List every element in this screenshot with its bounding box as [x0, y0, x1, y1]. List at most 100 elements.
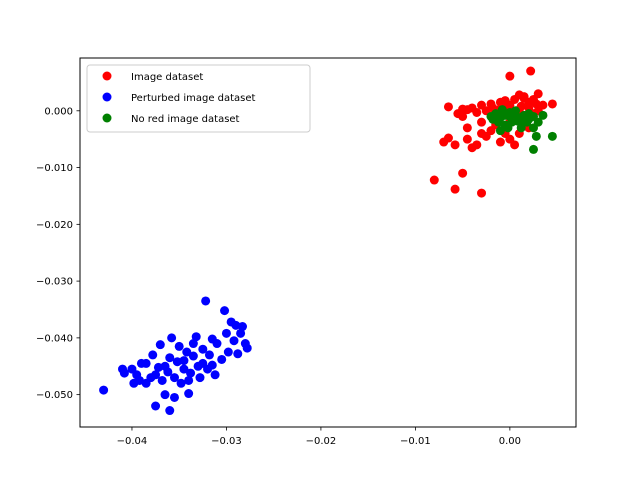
point-perturbed-image-dataset [191, 332, 201, 342]
point-no-red-image-dataset [524, 109, 534, 119]
legend-box [86, 64, 311, 133]
point-perturbed-image-dataset [229, 336, 239, 346]
point-perturbed-image-dataset [198, 344, 208, 354]
legend: Image dataset Perturbed image dataset No… [86, 64, 311, 133]
point-image-dataset [472, 140, 482, 150]
point-perturbed-image-dataset [165, 353, 175, 363]
point-image-dataset [462, 123, 472, 133]
y-tick-label: −0.020 [36, 220, 73, 231]
point-perturbed-image-dataset [236, 328, 246, 338]
point-perturbed-image-dataset [221, 328, 231, 338]
point-perturbed-image-dataset [186, 368, 196, 378]
point-perturbed-image-dataset [132, 370, 142, 380]
point-perturbed-image-dataset [184, 389, 194, 399]
point-perturbed-image-dataset [174, 341, 184, 351]
legend-marker-image-dataset [102, 71, 112, 81]
point-image-dataset [462, 134, 472, 144]
x-tick-label: 0.00 [499, 436, 521, 447]
point-perturbed-image-dataset [99, 385, 109, 395]
x-axis-ticks: −0.04 −0.03 −0.02 −0.01 0.00 [117, 427, 521, 447]
point-perturbed-image-dataset [141, 358, 151, 368]
point-image-dataset [486, 126, 496, 136]
point-perturbed-image-dataset [210, 370, 220, 380]
point-perturbed-image-dataset [207, 360, 217, 370]
point-image-dataset [472, 108, 482, 117]
legend-marker-perturbed-image-dataset [102, 92, 112, 102]
point-image-dataset [531, 99, 541, 109]
x-tick-label: −0.02 [306, 436, 337, 447]
legend-label-no-red-image-dataset: No red image dataset [131, 114, 240, 125]
point-image-dataset [450, 184, 460, 194]
point-perturbed-image-dataset [165, 406, 175, 416]
point-perturbed-image-dataset [242, 343, 252, 353]
point-perturbed-image-dataset [179, 364, 189, 374]
legend-label-image-dataset: Image dataset [131, 72, 203, 83]
point-perturbed-image-dataset [169, 392, 179, 402]
point-image-dataset [450, 140, 460, 150]
point-perturbed-image-dataset [220, 306, 230, 316]
point-perturbed-image-dataset [163, 367, 173, 377]
point-no-red-image-dataset [528, 123, 538, 133]
point-image-dataset [443, 133, 453, 143]
point-perturbed-image-dataset [155, 340, 165, 350]
point-image-dataset [505, 100, 515, 110]
point-image-dataset [547, 99, 557, 109]
point-perturbed-image-dataset [184, 375, 194, 385]
point-image-dataset [477, 117, 487, 127]
point-no-red-image-dataset [516, 123, 526, 133]
point-image-dataset [477, 188, 487, 198]
point-image-dataset [458, 168, 468, 178]
y-tick-label: −0.030 [36, 277, 73, 288]
point-perturbed-image-dataset [212, 339, 222, 349]
point-perturbed-image-dataset [182, 347, 192, 357]
point-perturbed-image-dataset [157, 375, 167, 385]
point-perturbed-image-dataset [188, 351, 198, 361]
y-axis-ticks: 0.000 −0.010 −0.020 −0.030 −0.040 −0.050 [36, 106, 80, 401]
point-perturbed-image-dataset [160, 390, 170, 400]
point-image-dataset [429, 175, 439, 185]
point-perturbed-image-dataset [201, 296, 211, 306]
point-perturbed-image-dataset [204, 350, 214, 360]
point-perturbed-image-dataset [151, 401, 161, 411]
point-no-red-image-dataset [495, 126, 505, 136]
point-perturbed-image-dataset [148, 350, 158, 360]
point-perturbed-image-dataset [188, 339, 198, 349]
point-no-red-image-dataset [528, 144, 538, 154]
point-image-dataset [458, 104, 468, 114]
data-points [99, 66, 557, 416]
point-perturbed-image-dataset [179, 356, 189, 366]
point-perturbed-image-dataset [176, 378, 186, 388]
point-image-dataset [505, 71, 515, 81]
point-perturbed-image-dataset [119, 368, 129, 378]
point-perturbed-image-dataset [198, 358, 208, 368]
point-no-red-image-dataset [488, 114, 498, 124]
y-tick-label: −0.050 [36, 390, 73, 401]
y-tick-label: −0.010 [36, 163, 73, 174]
point-image-dataset [510, 140, 520, 150]
y-tick-label: −0.040 [36, 333, 73, 344]
plot-frame [79, 57, 577, 428]
point-perturbed-image-dataset [151, 370, 161, 380]
point-image-dataset [533, 89, 543, 99]
point-perturbed-image-dataset [233, 349, 243, 359]
point-perturbed-image-dataset [195, 373, 205, 383]
point-perturbed-image-dataset [167, 333, 177, 343]
x-tick-label: −0.03 [211, 436, 242, 447]
point-image-dataset [495, 137, 505, 147]
point-no-red-image-dataset [497, 105, 507, 115]
point-image-dataset [477, 129, 487, 138]
point-image-dataset [443, 102, 453, 112]
point-perturbed-image-dataset [238, 322, 247, 332]
point-no-red-image-dataset [511, 106, 521, 116]
point-perturbed-image-dataset [169, 373, 179, 383]
point-no-red-image-dataset [522, 117, 532, 127]
point-perturbed-image-dataset [223, 347, 233, 357]
y-tick-label: 0.000 [44, 106, 73, 117]
point-no-red-image-dataset [547, 131, 557, 141]
series-perturbed-image-dataset [99, 296, 252, 416]
point-perturbed-image-dataset [217, 354, 227, 364]
point-image-dataset [519, 92, 529, 102]
point-no-red-image-dataset [538, 110, 548, 120]
legend-marker-no-red-image-dataset [102, 113, 112, 123]
